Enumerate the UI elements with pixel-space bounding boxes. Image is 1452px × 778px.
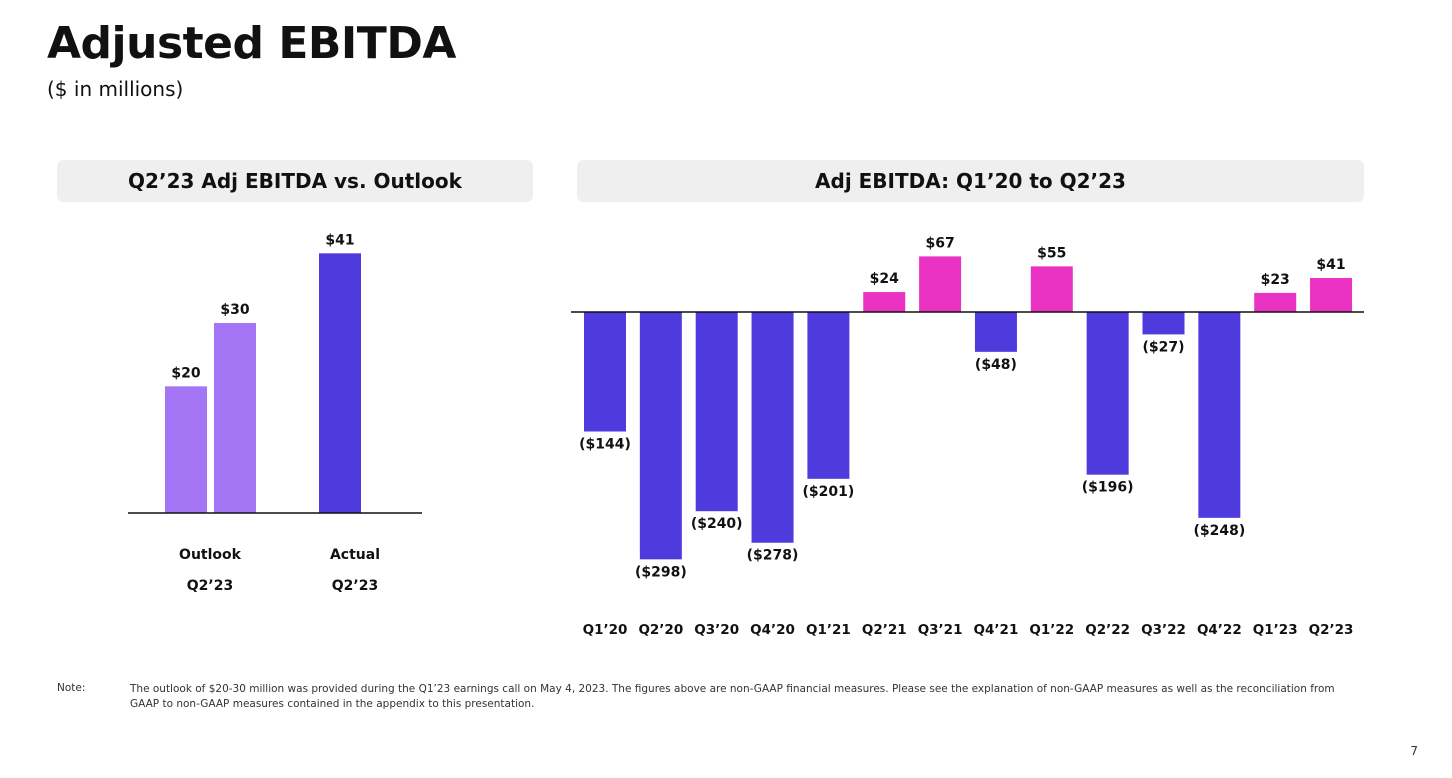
- history-category-label-9: Q2’22: [1085, 622, 1130, 638]
- history-value-label-13: $41: [1316, 257, 1345, 273]
- history-bar-6: [919, 256, 962, 312]
- history-category-label-5: Q2’21: [862, 622, 907, 638]
- history-category-label-6: Q3’21: [918, 622, 963, 638]
- history-category-label-13: Q2’23: [1309, 622, 1354, 638]
- history-category-label-1: Q2’20: [638, 622, 683, 638]
- history-category-label-10: Q3’22: [1141, 622, 1186, 638]
- history-category-label-4: Q1’21: [806, 622, 851, 638]
- history-category-label-11: Q4’22: [1197, 622, 1242, 638]
- history-bar-1: [639, 312, 682, 560]
- category-label-line2-1: Q2’23: [332, 578, 378, 594]
- history-value-label-12: $23: [1261, 272, 1290, 288]
- history-bar-8: [1030, 266, 1073, 312]
- history-bar-5: [863, 292, 906, 312]
- history-value-label-10: ($27): [1142, 339, 1184, 355]
- bar-value-label-0: $20: [171, 365, 200, 381]
- history-value-label-6: $67: [925, 235, 954, 251]
- history-category-label-7: Q4’21: [974, 622, 1019, 638]
- history-bar-9: [1086, 312, 1129, 475]
- history-category-label-8: Q1’22: [1029, 622, 1074, 638]
- history-bar-7: [974, 312, 1017, 352]
- page-title: Adjusted EBITDA: [47, 18, 456, 69]
- bar-value-label-1: $30: [220, 302, 249, 318]
- history-category-label-12: Q1’23: [1253, 622, 1298, 638]
- history-value-label-5: $24: [870, 271, 899, 287]
- outlook-bar-0: [165, 386, 207, 513]
- category-label-line2-0: Q2’23: [187, 578, 233, 594]
- category-label-line1-1: Actual: [330, 547, 380, 563]
- note-text: The outlook of $20-30 million was provid…: [130, 683, 1335, 710]
- history-chart-header: Adj EBITDA: Q1’20 to Q2’23: [577, 160, 1364, 202]
- history-value-label-3: ($278): [747, 548, 799, 564]
- history-value-label-8: $55: [1037, 245, 1066, 261]
- history-chart-title: Adj EBITDA: Q1’20 to Q2’23: [815, 169, 1126, 193]
- history-category-label-2: Q3’20: [694, 622, 739, 638]
- bar-value-label-2: $41: [325, 232, 354, 248]
- history-value-label-2: ($240): [691, 516, 743, 532]
- page-subtitle: ($ in millions): [47, 77, 184, 101]
- history-bar-4: [807, 312, 850, 479]
- history-bar-2: [695, 312, 738, 512]
- history-category-label-3: Q4’20: [750, 622, 795, 638]
- outlook-bar-1: [214, 323, 256, 513]
- category-label-line1-0: Outlook: [179, 547, 242, 563]
- history-bar-13: [1310, 277, 1353, 312]
- actual-bar-2: [319, 253, 361, 514]
- history-value-label-9: ($196): [1082, 480, 1134, 496]
- history-bar-3: [751, 312, 794, 543]
- history-value-label-11: ($248): [1193, 523, 1245, 539]
- history-bar-11: [1198, 312, 1241, 518]
- page-number: 7: [1410, 744, 1418, 758]
- note-label: Note:: [57, 682, 86, 694]
- history-value-label-0: ($144): [579, 437, 631, 453]
- history-value-label-7: ($48): [975, 357, 1017, 373]
- outlook-chart-header: Q2’23 Adj EBITDA vs. Outlook: [57, 160, 533, 202]
- history-bar-10: [1142, 312, 1185, 335]
- history-bar-12: [1254, 292, 1297, 312]
- history-bar-0: [584, 312, 626, 432]
- history-value-label-1: ($298): [635, 564, 687, 580]
- history-category-label-0: Q1’20: [583, 622, 628, 638]
- history-value-label-4: ($201): [803, 484, 855, 500]
- outlook-chart-title: Q2’23 Adj EBITDA vs. Outlook: [128, 169, 462, 193]
